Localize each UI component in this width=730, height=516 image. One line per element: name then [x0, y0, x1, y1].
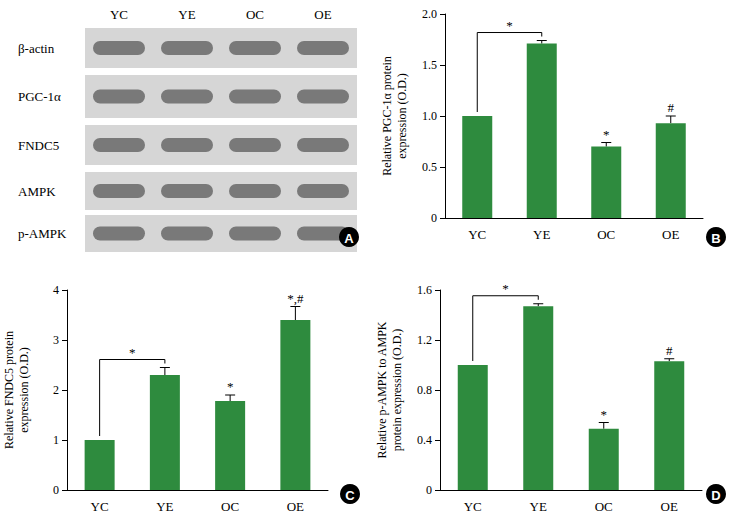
svg-text:OE: OE — [662, 227, 679, 242]
svg-text:expression (O.D.): expression (O.D.) — [395, 73, 409, 159]
svg-text:Relative PGC-1α protein: Relative PGC-1α protein — [380, 56, 394, 176]
svg-text:1.2: 1.2 — [417, 333, 432, 347]
svg-text:Relative p-AMPK to AMPK: Relative p-AMPK to AMPK — [375, 321, 389, 458]
svg-text:2: 2 — [53, 383, 59, 397]
svg-text:0.8: 0.8 — [417, 383, 432, 397]
svg-text:YE: YE — [156, 499, 173, 514]
svg-text:0.5: 0.5 — [422, 160, 437, 174]
svg-text:0.4: 0.4 — [417, 433, 432, 447]
svg-text:OC: OC — [221, 499, 239, 514]
svg-text:A: A — [344, 231, 354, 246]
svg-text:*: * — [601, 407, 608, 422]
svg-text:1.0: 1.0 — [422, 109, 437, 123]
svg-text:0: 0 — [53, 483, 59, 497]
svg-text:C: C — [345, 488, 355, 503]
svg-text:1.6: 1.6 — [417, 283, 432, 297]
svg-text:#: # — [668, 100, 675, 115]
svg-text:YC: YC — [464, 499, 482, 514]
svg-text:2.0: 2.0 — [422, 7, 437, 21]
svg-text:0: 0 — [431, 211, 437, 225]
svg-text:1.5: 1.5 — [422, 58, 437, 72]
svg-text:D: D — [711, 488, 720, 503]
svg-text:*: * — [227, 379, 234, 394]
svg-text:1: 1 — [53, 433, 59, 447]
svg-text:*: * — [502, 281, 509, 296]
svg-text:YC: YC — [468, 227, 486, 242]
svg-text:#: # — [666, 343, 673, 358]
svg-text:OE: OE — [314, 7, 331, 22]
svg-text:4: 4 — [53, 283, 59, 297]
svg-text:3: 3 — [53, 333, 59, 347]
svg-text:YE: YE — [533, 227, 550, 242]
svg-text:OE: OE — [661, 499, 678, 514]
svg-text:OC: OC — [595, 499, 613, 514]
svg-text:YC: YC — [91, 499, 109, 514]
svg-text:YE: YE — [178, 7, 195, 22]
svg-text:*,#: *,# — [287, 291, 304, 306]
svg-text:0: 0 — [426, 483, 432, 497]
svg-text:*: * — [603, 127, 610, 142]
svg-text:Relative FNDC5 protein: Relative FNDC5 protein — [2, 331, 16, 449]
svg-text:OE: OE — [287, 499, 304, 514]
svg-text:YC: YC — [110, 7, 128, 22]
svg-text:protein expression (O.D.): protein expression (O.D.) — [390, 329, 404, 452]
svg-text:OC: OC — [246, 7, 264, 22]
svg-text:PGC-1α: PGC-1α — [18, 89, 61, 104]
svg-text:FNDC5: FNDC5 — [18, 138, 59, 153]
svg-text:*: * — [129, 345, 136, 360]
svg-text:β-actin: β-actin — [18, 41, 55, 56]
svg-text:YE: YE — [530, 499, 547, 514]
svg-text:expression (O.D.): expression (O.D.) — [17, 347, 31, 433]
svg-text:OC: OC — [597, 227, 615, 242]
svg-text:*: * — [506, 18, 513, 33]
svg-text:p-AMPK: p-AMPK — [18, 226, 67, 241]
svg-text:B: B — [711, 231, 720, 246]
svg-text:AMPK: AMPK — [18, 184, 56, 199]
